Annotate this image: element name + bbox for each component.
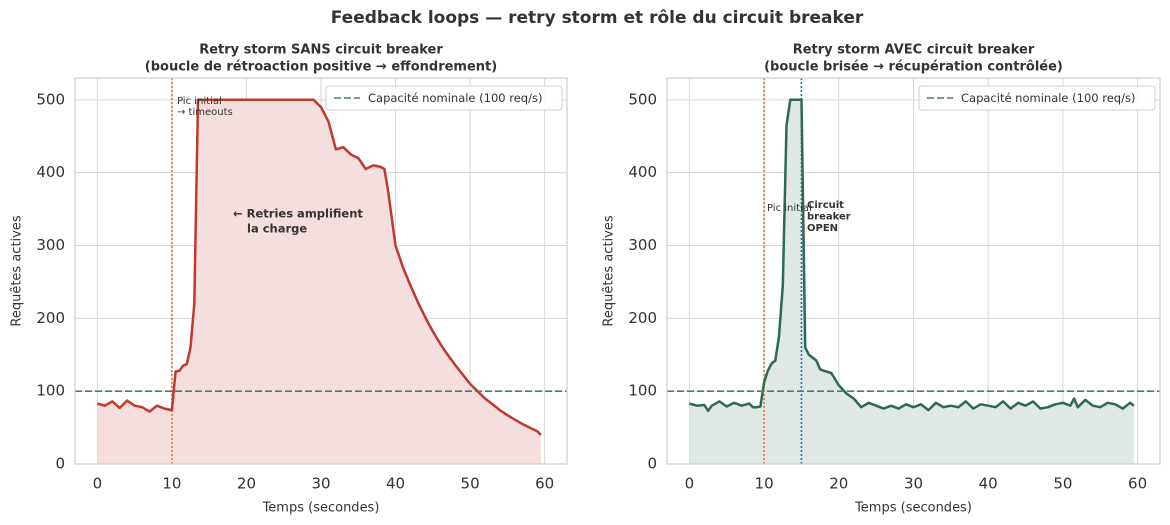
x-tick-label: 10: [755, 475, 774, 493]
y-tick-label: 0: [647, 455, 657, 473]
x-tick-label: 10: [162, 475, 181, 493]
subplot: Retry storm SANS circuit breaker (boucle …: [10, 43, 568, 516]
y-tick-label: 300: [36, 236, 65, 254]
x-tick-label: 20: [829, 475, 848, 493]
subplot-title: (boucle de rétroaction positive → effond…: [145, 60, 497, 75]
y-tick-label: 300: [628, 236, 657, 254]
y-tick-label: 100: [36, 382, 65, 400]
legend-label: Capacité nominale (100 req/s): [961, 91, 1135, 105]
legend-label: Capacité nominale (100 req/s): [368, 91, 542, 105]
legend: Capacité nominale (100 req/s): [325, 85, 563, 111]
x-tick-label: 50: [1053, 475, 1072, 493]
frame: [666, 77, 1161, 465]
x-tick-label: 40: [386, 475, 405, 493]
y-tick-label: 500: [628, 90, 657, 108]
x-tick-label: 60: [1128, 475, 1147, 493]
y-tick-label: 400: [36, 163, 65, 181]
annotation: Circuit: [807, 200, 844, 211]
y-tick-label: 500: [36, 90, 65, 108]
x-axis-label: Temps (secondes): [854, 501, 972, 516]
annotation: Pic initial: [177, 96, 222, 107]
y-tick-label: 200: [628, 309, 657, 327]
area-fill: [689, 99, 1134, 465]
annotation: ← Retries amplifient: [233, 207, 363, 221]
y-tick-label: 200: [36, 309, 65, 327]
legend-box: [325, 85, 563, 111]
subplot: Retry storm AVEC circuit breaker (boucle …: [602, 43, 1161, 516]
annotation: Pic initial: [767, 203, 812, 214]
frame: [74, 77, 568, 465]
x-tick-label: 20: [237, 475, 256, 493]
legend: Capacité nominale (100 req/s): [918, 85, 1156, 111]
series-line: [97, 98, 542, 436]
series-line: [689, 98, 1135, 413]
y-axis-label: Requêtes actives: [602, 215, 617, 326]
x-tick-label: 40: [979, 475, 998, 493]
subplot-title: Retry storm AVEC circuit breaker: [793, 43, 1035, 58]
annotation: OPEN: [807, 223, 838, 234]
x-tick-label: 0: [93, 475, 103, 493]
figure-title: Feedback loops — retry storm et rôle du …: [331, 8, 864, 28]
x-tick-label: 0: [685, 475, 695, 493]
y-tick-label: 400: [628, 163, 657, 181]
subplot-title: Retry storm SANS circuit breaker: [199, 43, 443, 58]
x-tick-label: 30: [311, 475, 330, 493]
y-tick-label: 0: [55, 455, 65, 473]
annotation: → timeouts: [177, 107, 233, 118]
annotation: breaker: [807, 212, 851, 223]
subplot-title: (boucle brisée → récupération contrôlée): [764, 60, 1063, 75]
legend-box: [918, 85, 1156, 111]
x-tick-label: 60: [535, 475, 554, 493]
x-tick-label: 30: [904, 475, 923, 493]
y-tick-label: 100: [628, 382, 657, 400]
annotation: la charge: [247, 222, 307, 236]
y-axis-label: Requêtes actives: [10, 215, 25, 326]
area-fill: [97, 99, 541, 465]
x-tick-label: 50: [461, 475, 480, 493]
x-axis-label: Temps (secondes): [262, 501, 380, 516]
